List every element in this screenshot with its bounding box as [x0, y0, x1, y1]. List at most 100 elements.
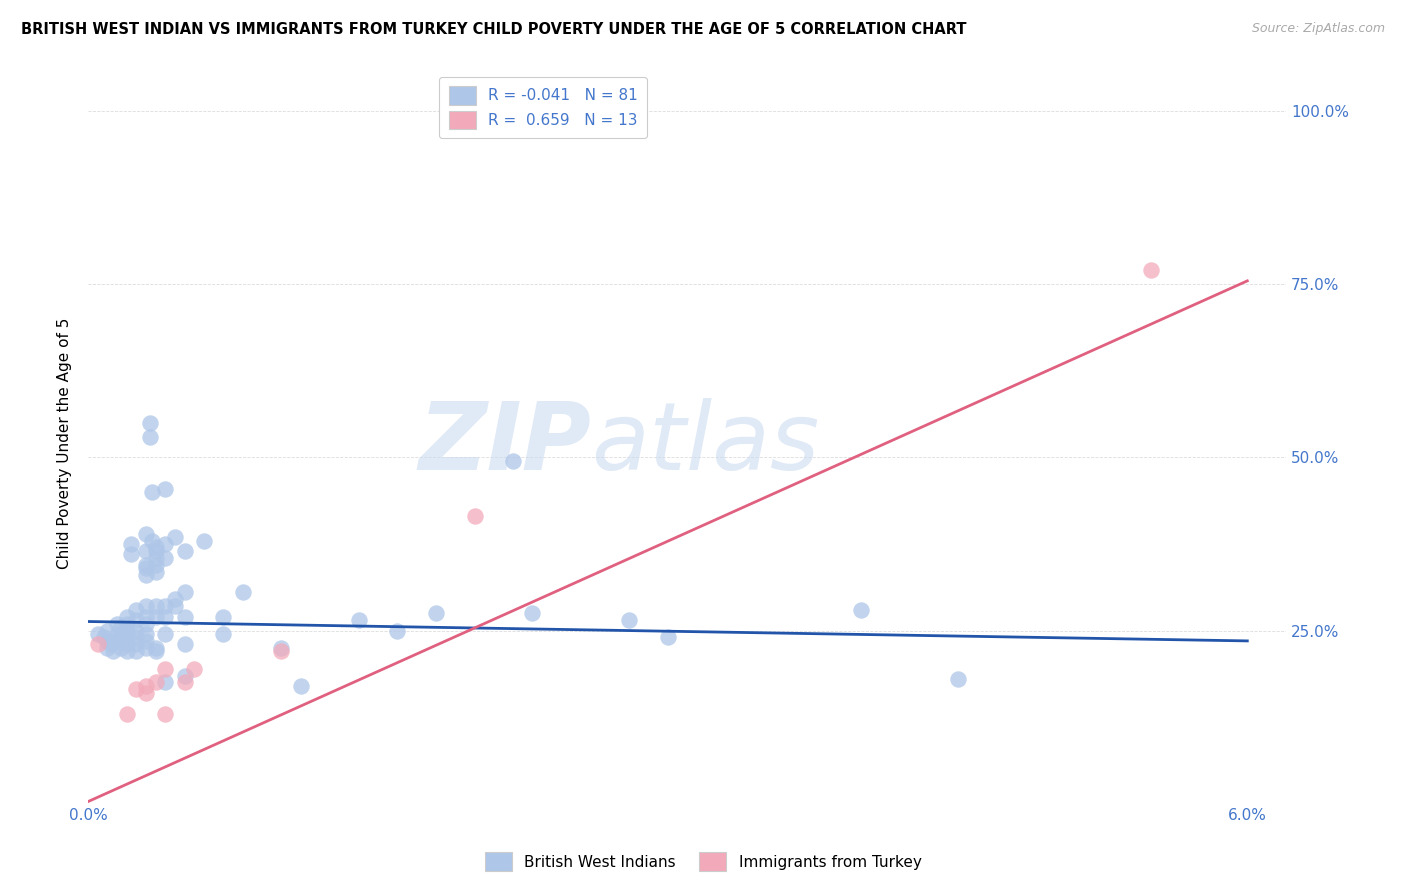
Point — [145, 599, 167, 614]
Point — [115, 644, 138, 658]
Point — [155, 675, 177, 690]
Point — [165, 592, 187, 607]
Point — [96, 634, 118, 648]
Point — [173, 668, 195, 682]
Point — [96, 624, 118, 638]
Point — [135, 558, 157, 572]
Point — [155, 550, 177, 565]
Point — [135, 568, 157, 582]
Point — [125, 624, 148, 638]
Point — [145, 558, 167, 572]
Point — [135, 627, 157, 641]
Point — [155, 609, 177, 624]
Point — [105, 616, 128, 631]
Point — [125, 682, 148, 697]
Y-axis label: Child Poverty Under the Age of 5: Child Poverty Under the Age of 5 — [58, 318, 72, 569]
Point — [125, 631, 148, 645]
Legend: British West Indians, Immigrants from Turkey: British West Indians, Immigrants from Tu… — [478, 847, 928, 877]
Point — [387, 624, 409, 638]
Text: BRITISH WEST INDIAN VS IMMIGRANTS FROM TURKEY CHILD POVERTY UNDER THE AGE OF 5 C: BRITISH WEST INDIAN VS IMMIGRANTS FROM T… — [21, 22, 966, 37]
Point — [125, 603, 148, 617]
Text: Source: ZipAtlas.com: Source: ZipAtlas.com — [1251, 22, 1385, 36]
Point — [193, 533, 215, 548]
Point — [115, 609, 138, 624]
Text: atlas: atlas — [592, 398, 820, 489]
Point — [103, 644, 125, 658]
Point — [87, 627, 110, 641]
Point — [145, 544, 167, 558]
Point — [145, 550, 167, 565]
Point — [135, 561, 157, 575]
Point — [120, 537, 142, 551]
Point — [290, 679, 312, 693]
Point — [105, 634, 128, 648]
Point — [139, 416, 162, 430]
Point — [141, 485, 163, 500]
Point — [105, 627, 128, 641]
Point — [173, 675, 195, 690]
Point — [173, 544, 195, 558]
Point — [93, 631, 115, 645]
Point — [946, 672, 969, 686]
Point — [155, 662, 177, 676]
Point — [155, 537, 177, 551]
Point — [115, 631, 138, 645]
Point — [115, 706, 138, 721]
Point — [617, 613, 640, 627]
Point — [849, 603, 872, 617]
Point — [145, 609, 167, 624]
Legend: R = -0.041   N = 81, R =  0.659   N = 13: R = -0.041 N = 81, R = 0.659 N = 13 — [440, 77, 647, 138]
Point — [155, 706, 177, 721]
Point — [145, 565, 167, 579]
Point — [212, 609, 235, 624]
Point — [135, 634, 157, 648]
Point — [165, 599, 187, 614]
Point — [135, 686, 157, 700]
Point — [135, 609, 157, 624]
Point — [270, 644, 292, 658]
Point — [115, 637, 138, 651]
Point — [139, 430, 162, 444]
Point — [110, 640, 132, 655]
Point — [464, 509, 486, 524]
Point — [155, 482, 177, 496]
Point — [145, 541, 167, 555]
Point — [135, 679, 157, 693]
Point — [657, 631, 679, 645]
Point — [110, 631, 132, 645]
Point — [135, 544, 157, 558]
Point — [270, 640, 292, 655]
Point — [502, 454, 524, 468]
Point — [155, 627, 177, 641]
Point — [141, 533, 163, 548]
Point — [173, 637, 195, 651]
Point — [145, 640, 167, 655]
Point — [183, 662, 205, 676]
Point — [135, 599, 157, 614]
Point — [173, 585, 195, 599]
Point — [212, 627, 235, 641]
Point — [135, 640, 157, 655]
Point — [135, 616, 157, 631]
Point — [110, 620, 132, 634]
Point — [425, 606, 447, 620]
Point — [87, 637, 110, 651]
Point — [232, 585, 254, 599]
Point — [522, 606, 544, 620]
Point — [115, 624, 138, 638]
Point — [96, 640, 118, 655]
Point — [100, 637, 122, 651]
Point — [125, 644, 148, 658]
Point — [125, 613, 148, 627]
Point — [155, 599, 177, 614]
Point — [145, 675, 167, 690]
Point — [1139, 263, 1161, 277]
Point — [115, 616, 138, 631]
Point — [125, 637, 148, 651]
Point — [120, 547, 142, 561]
Point — [145, 644, 167, 658]
Point — [173, 609, 195, 624]
Text: ZIP: ZIP — [419, 398, 592, 490]
Point — [135, 526, 157, 541]
Point — [347, 613, 370, 627]
